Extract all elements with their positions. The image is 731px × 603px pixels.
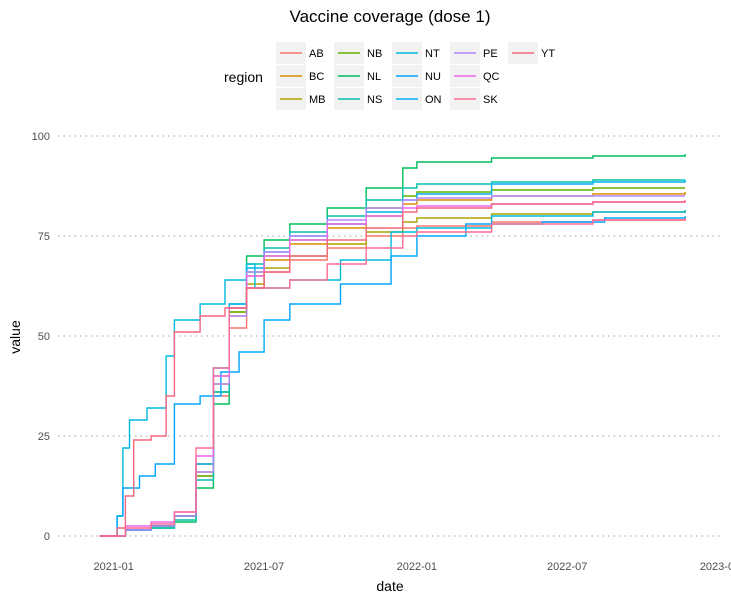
y-tick-label: 75 <box>38 231 50 243</box>
y-axis: 0 25 50 75 100 <box>32 131 50 543</box>
legend-label-on: ON <box>425 94 442 106</box>
series-line-yt <box>99 200 686 537</box>
legend-label-bc: BC <box>309 71 324 83</box>
series-line-mb <box>99 210 686 537</box>
gridlines <box>58 135 722 537</box>
legend-label-sk: SK <box>483 94 498 106</box>
x-tick-label: 2021-01 <box>94 561 134 573</box>
chart-title: Vaccine coverage (dose 1) <box>290 7 491 26</box>
x-axis-title: date <box>376 578 403 594</box>
y-tick-label: 0 <box>44 531 50 543</box>
series-line-bc <box>99 192 686 537</box>
legend-label-nu: NU <box>425 71 441 83</box>
series-line-on <box>99 180 686 537</box>
x-tick-label: 2022-07 <box>547 561 587 573</box>
x-tick-label: 2023-01 <box>700 561 731 573</box>
legend: region AB BC MB NB NL NS NT NU ON PE QC SK YT <box>224 42 555 110</box>
series-line-nt <box>99 210 686 537</box>
legend-label-mb: MB <box>309 94 326 106</box>
series-line-nb <box>99 187 686 537</box>
y-tick-label: 50 <box>38 331 50 343</box>
legend-label-nb: NB <box>367 48 382 60</box>
legend-label-qc: QC <box>483 71 500 83</box>
legend-label-nt: NT <box>425 48 440 60</box>
y-tick-label: 100 <box>32 131 50 143</box>
legend-label-pe: PE <box>483 48 498 60</box>
series-line-sk <box>99 218 686 537</box>
series-line-pe <box>99 195 686 537</box>
legend-label-ab: AB <box>309 48 324 60</box>
series-line-ab <box>99 218 686 537</box>
x-tick-label: 2022-01 <box>397 561 437 573</box>
legend-label-yt: YT <box>541 48 555 60</box>
y-tick-label: 25 <box>38 431 50 443</box>
x-axis: 2021-01 2021-07 2022-01 2022-07 2023-01 <box>94 561 731 573</box>
legend-label-ns: NS <box>367 94 382 106</box>
series-line-qc <box>99 201 686 537</box>
legend-label-nl: NL <box>367 71 381 83</box>
series-line-nu <box>99 216 686 537</box>
y-axis-title: value <box>7 320 23 354</box>
series-lines <box>99 154 686 537</box>
series-line-ns <box>99 179 686 537</box>
x-tick-label: 2021-07 <box>244 561 284 573</box>
legend-title: region <box>224 69 263 85</box>
